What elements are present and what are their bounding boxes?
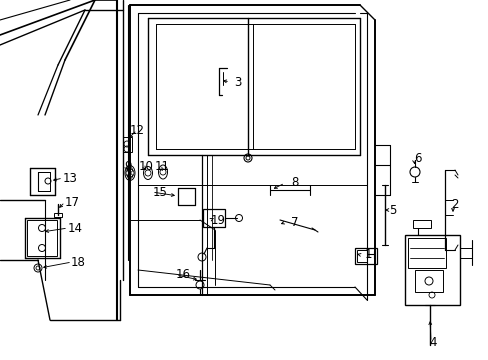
Bar (354, 248, 376, 264)
Text: 17: 17 (64, 195, 80, 208)
Text: 14: 14 (67, 221, 82, 234)
Bar (414, 270, 442, 292)
Bar (38, 172, 50, 191)
Text: 8: 8 (291, 176, 298, 189)
Text: 5: 5 (388, 203, 396, 216)
Bar (123, 137, 132, 152)
Text: 2: 2 (450, 198, 458, 211)
Text: 19: 19 (210, 213, 225, 226)
Text: 6: 6 (413, 152, 421, 165)
Bar (27, 220, 57, 256)
Text: 11: 11 (154, 161, 169, 174)
Text: 12: 12 (129, 123, 144, 136)
Text: 4: 4 (428, 336, 436, 348)
Bar (356, 250, 366, 262)
Text: 3: 3 (234, 76, 241, 89)
Text: 18: 18 (70, 256, 85, 269)
Bar (412, 220, 430, 228)
Bar (404, 235, 459, 305)
Bar (203, 209, 224, 227)
Text: 13: 13 (62, 171, 77, 184)
Text: 15: 15 (152, 185, 167, 198)
Text: 10: 10 (138, 161, 153, 174)
Text: 1: 1 (364, 248, 371, 261)
Text: 9: 9 (124, 161, 131, 174)
Bar (407, 238, 445, 268)
Text: 16: 16 (175, 269, 190, 282)
Bar (54, 213, 62, 217)
Text: 7: 7 (291, 216, 298, 229)
